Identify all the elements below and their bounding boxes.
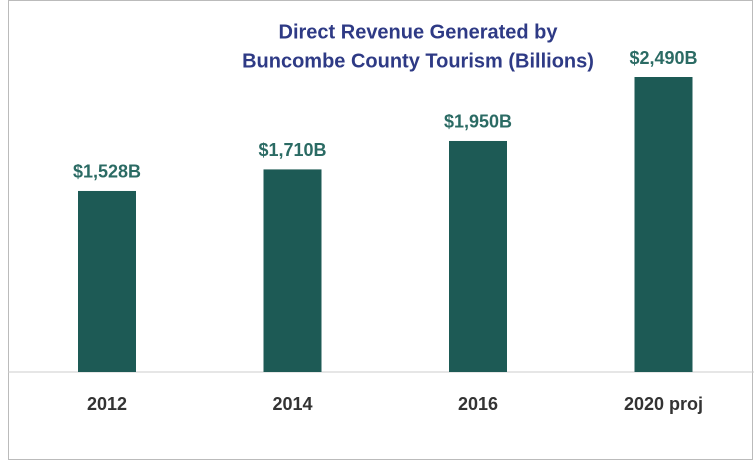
bar (634, 77, 693, 372)
frame (8, 0, 753, 460)
x-tick-label: 2016 (458, 394, 498, 414)
bar (263, 169, 322, 372)
x-tick-label: 2020 proj (624, 394, 703, 414)
bar (449, 140, 507, 372)
value-label: $1,950B (444, 112, 512, 132)
bar (78, 190, 136, 372)
chart-title: Direct Revenue Generated by (279, 21, 559, 43)
x-tick-label: 2014 (272, 394, 312, 414)
x-tick-label: 2012 (87, 394, 127, 414)
value-label: $2,490B (629, 48, 697, 68)
value-label: $1,528B (73, 162, 141, 182)
value-label: $1,710B (258, 140, 326, 160)
chart-title: Buncombe County Tourism (Billions) (242, 50, 594, 72)
